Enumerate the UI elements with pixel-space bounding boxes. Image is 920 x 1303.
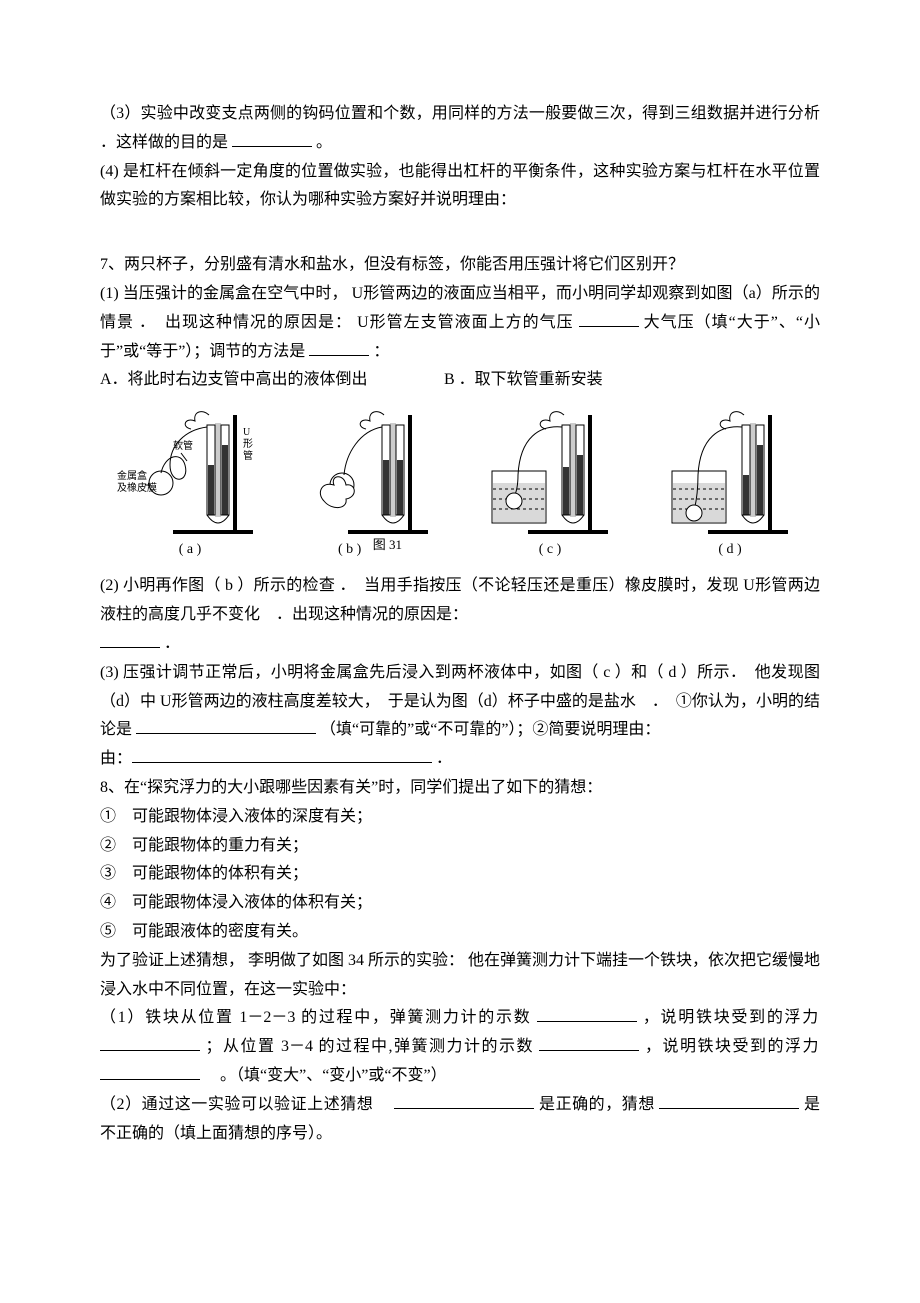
q7-1: (1) 当压强计的金属盒在空气中时， U形管两边的液面应当相平，而小明同学却观察… bbox=[100, 280, 820, 366]
q4-text: (4) 是杠杆在倾斜一定角度的位置做实验，也能得出杠杆的平衡条件，这种实验方案与… bbox=[100, 158, 820, 216]
q3-tail: 。 bbox=[316, 134, 332, 151]
q7-3: (3) 压强计调节正常后，小明将金属盒先后浸入到两杯液体中，如图（ c ）和（ … bbox=[100, 659, 820, 745]
q8-s1-blank4[interactable] bbox=[100, 1063, 200, 1080]
svg-text:管: 管 bbox=[243, 449, 253, 462]
svg-text:金属盒: 金属盒 bbox=[117, 469, 147, 482]
q7-1a: (1) 当压强计的金属盒在空气中时， bbox=[100, 285, 348, 302]
svg-text:软管: 软管 bbox=[173, 439, 193, 452]
q7-1e: ： bbox=[373, 343, 389, 360]
q8-s2a: （2）通过这一实验可以验证上述猜想 bbox=[100, 1096, 390, 1113]
q3-line1: （3）实验中改变支点两侧的钩码位置和个数，用同样的方法一般要做三次，得到三组数据… bbox=[100, 100, 820, 158]
q7-2: (2) 小明再作图（ b ）所示的检查 ． 当用手指按压（不论轻压还是重压）橡皮… bbox=[100, 572, 820, 630]
svg-text:及橡皮膜: 及橡皮膜 bbox=[117, 481, 157, 494]
q7-3c: （填“可靠的”或“不可靠的”）；②简要说明理由： bbox=[320, 721, 660, 738]
q8-s1-blank2[interactable] bbox=[100, 1034, 200, 1051]
q8-g3: ③ 可能跟物体的体积有关； bbox=[100, 860, 820, 889]
q8-lead: 8、在“探究浮力的大小跟哪些因素有关”时，同学们提出了如下的猜想： bbox=[100, 774, 820, 803]
q8-g4: ④ 可能跟物体浸入液体的体积有关； bbox=[100, 889, 820, 918]
fig-b: ( b ) 图 31 bbox=[280, 405, 460, 562]
q7-options: A．将此时右边支管中高出的液体倒出 B ．取下软管重新安装 bbox=[100, 366, 820, 395]
q7-1-blank2[interactable] bbox=[309, 339, 369, 356]
svg-text:U: U bbox=[243, 427, 251, 438]
q3-blank[interactable] bbox=[232, 130, 312, 147]
q8-s1: （1）铁块从位置 1－2－3 的过程中，弹簧测力计的示数 ，说明铁块受到的浮力 … bbox=[100, 1004, 820, 1090]
fig-a: U 形 管 软管 金属盒 及橡皮膜 ( a ) bbox=[100, 405, 280, 562]
q7-optA: A．将此时右边支管中高出的液体倒出 bbox=[100, 366, 440, 395]
fig-d-label: ( d ) bbox=[640, 537, 820, 562]
q7-1-blank1[interactable] bbox=[579, 310, 639, 327]
q8-g2: ② 可能跟物体的重力有关； bbox=[100, 832, 820, 861]
q7-2a: (2) 小明再作图（ b ）所示的检查 ． 当用手指按压（不论轻压还是重压）橡皮… bbox=[100, 577, 820, 623]
q8-g1: ① 可能跟物体浸入液体的深度有关； bbox=[100, 803, 820, 832]
q8-s1e: 。（填“变大”、“变小”或“不变”） bbox=[204, 1067, 447, 1084]
fig-caption: 图 31 bbox=[373, 533, 402, 556]
q7-lead: 7、两只杯子，分别盛有清水和盐水，但没有标签，你能否用压强计将它们区别开？ bbox=[100, 251, 820, 280]
fig-d-svg bbox=[660, 405, 800, 535]
fig-c-svg bbox=[480, 405, 620, 535]
q8-s2b: 是正确的，猜想 bbox=[539, 1096, 655, 1113]
q8-s1-blank3[interactable] bbox=[539, 1034, 639, 1051]
q7-3-blank1[interactable] bbox=[136, 717, 316, 734]
q7-2-blank[interactable] bbox=[100, 631, 160, 648]
q7-3-blank2[interactable] bbox=[132, 746, 432, 763]
q7-3a: (3) 压强计调节正常后，小明将金属盒先后浸入到两杯液体中，如图（ bbox=[100, 664, 599, 681]
q8-s1-blank1[interactable] bbox=[537, 1005, 637, 1022]
q8-mid: 为了验证上述猜想， 李明做了如图 34 所示的实验： 他在弹簧测力计下端挂一个铁… bbox=[100, 947, 820, 1005]
fig-a-svg: U 形 管 软管 金属盒 及橡皮膜 bbox=[115, 405, 265, 535]
fig-c: ( c ) bbox=[460, 405, 640, 562]
q8-s1a: （1）铁块从位置 1－2－3 的过程中，弹簧测力计的示数 bbox=[100, 1009, 537, 1026]
q7-2b: ． bbox=[164, 635, 180, 652]
q8-s2-blank2[interactable] bbox=[659, 1092, 799, 1109]
q7-3d: ． bbox=[436, 750, 452, 767]
q8-s1d: ，说明铁块受到的浮力 bbox=[645, 1038, 820, 1055]
figure-31: U 形 管 软管 金属盒 及橡皮膜 ( a ) bbox=[100, 405, 820, 562]
q7-1c: U形管左支管液面上方的气压 bbox=[357, 314, 579, 331]
fig-d: ( d ) bbox=[640, 405, 820, 562]
fig-a-label: ( a ) bbox=[100, 537, 280, 562]
q7-2-blankline: ． bbox=[100, 630, 820, 659]
q8-s1b: ，说明铁块受到的浮力 bbox=[643, 1009, 820, 1026]
q8-g5: ⑤ 可能跟液体的密度有关。 bbox=[100, 918, 820, 947]
q3-text: （3）实验中改变支点两侧的钩码位置和个数，用同样的方法一般要做三次，得到三组数据… bbox=[100, 105, 820, 151]
q8-s2-blank1[interactable] bbox=[394, 1092, 534, 1109]
q7-3-reason: 由： ． bbox=[100, 745, 820, 774]
q8-s2: （2）通过这一实验可以验证上述猜想 是正确的，猜想 是不正确的（填上面猜想的序号… bbox=[100, 1091, 820, 1149]
svg-text:形: 形 bbox=[243, 438, 253, 450]
fig-c-label: ( c ) bbox=[460, 537, 640, 562]
fig-b-label: ( b ) bbox=[338, 542, 361, 557]
fig-b-svg bbox=[300, 405, 440, 535]
q7-optB: B ．取下软管重新安装 bbox=[444, 371, 603, 388]
q8-s1c: ；从位置 3－4 的过程中,弹簧测力计的示数 bbox=[206, 1038, 534, 1055]
